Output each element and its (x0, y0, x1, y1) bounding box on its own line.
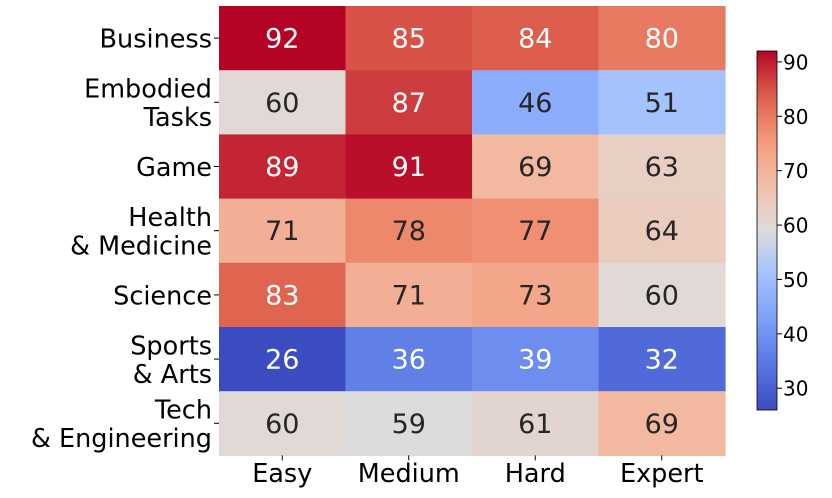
column-tick-labels: Easy Medium Hard Expert (252, 455, 704, 489)
column-tick-label: Easy (252, 459, 312, 489)
heatmap-cell (598, 327, 726, 392)
heatmap-cell (219, 391, 347, 456)
heatmap-cell (598, 70, 726, 135)
colorbar-tick-label: 40 (783, 322, 808, 346)
heatmap-value-label: 84 (518, 24, 552, 55)
column-tick-label: Expert (620, 459, 704, 489)
heatmap-cell (345, 327, 473, 392)
heatmap-value-label: 60 (265, 409, 299, 440)
heatmap-cell (472, 70, 600, 135)
heatmap-value-label: 64 (645, 216, 679, 247)
heatmap-value-label: 71 (265, 216, 299, 247)
heatmap-cell (472, 6, 600, 71)
column-tick-label: Medium (358, 459, 460, 489)
colorbar: 30 40 50 60 70 80 90 (756, 50, 808, 411)
heatmap-cell (598, 262, 726, 328)
row-tick-label: Tasks (143, 103, 212, 133)
heatmap-value-label: 83 (265, 280, 299, 311)
heatmap-cell (472, 198, 600, 264)
heatmap-cell (472, 391, 600, 456)
heatmap-cell (472, 262, 600, 328)
heatmap-cell (345, 134, 473, 200)
heatmap-value-label: 32 (645, 345, 679, 376)
heatmap-value-label: 91 (392, 152, 426, 183)
heatmap-value-label: 89 (265, 152, 299, 183)
heatmap-cell (219, 70, 347, 135)
heatmap-value-label: 51 (645, 88, 679, 119)
heatmap-value-label: 87 (392, 88, 426, 119)
heatmap-value-label: 59 (392, 409, 426, 440)
heatmap-cell (345, 6, 473, 71)
heatmap-value-label: 92 (265, 24, 299, 55)
heatmap-value-label: 69 (518, 152, 552, 183)
heatmap-value-label: 85 (392, 24, 426, 55)
heatmap-cell (219, 198, 347, 264)
heatmap-value-label: 69 (645, 409, 679, 440)
heatmap-value-label: 36 (392, 345, 426, 376)
heatmap-value-labels: 92 85 84 80 60 87 46 51 89 91 69 63 71 78 77 64 83 71 73 60… (265, 24, 679, 440)
colorbar-gradient (756, 50, 778, 411)
heatmap-cell (472, 327, 600, 392)
row-tick-label: & Engineering (31, 424, 212, 454)
heatmap-value-label: 60 (645, 280, 679, 311)
heatmap-cell (219, 262, 347, 328)
heatmap-value-label: 80 (645, 24, 679, 55)
heatmap-value-label: 63 (645, 152, 679, 183)
heatmap-value-label: 46 (518, 88, 552, 119)
row-tick-label: Sports (130, 331, 212, 361)
heatmap-value-label: 73 (518, 280, 552, 311)
row-tick-label: Science (113, 281, 212, 311)
heatmap-value-label: 60 (265, 88, 299, 119)
heatmap-cell (598, 6, 726, 71)
row-tick-label: Embodied (84, 75, 212, 105)
heatmap-cell (598, 134, 726, 200)
colorbar-tick-label: 70 (783, 159, 808, 183)
colorbar-tick-label: 90 (783, 50, 808, 74)
heatmap-cell (472, 134, 600, 200)
row-tick-label: Business (100, 25, 212, 55)
heatmap-cell (219, 6, 347, 71)
colorbar-tick-label: 60 (783, 214, 808, 238)
heatmap-cells (219, 6, 726, 456)
heatmap-cell (219, 134, 347, 200)
heatmap-value-label: 61 (518, 409, 552, 440)
colorbar-tick-label: 30 (783, 377, 808, 401)
heatmap-value-label: 77 (518, 216, 552, 247)
heatmap-cell (345, 391, 473, 456)
colorbar-tick-label: 80 (783, 105, 808, 129)
row-tick-label: Game (136, 153, 212, 183)
heatmap-cell (598, 198, 726, 264)
heatmap-value-label: 39 (518, 345, 552, 376)
heatmap-value-label: 78 (392, 216, 426, 247)
heatmap-cell (598, 391, 726, 456)
heatmap-cell (345, 198, 473, 264)
heatmap-cell (219, 327, 347, 392)
heatmap-value-label: 71 (392, 280, 426, 311)
row-tick-label: & Arts (133, 360, 212, 390)
heatmap-cell (345, 70, 473, 135)
row-tick-label: Health (128, 203, 212, 233)
heatmap-cell (345, 262, 473, 328)
row-tick-label: Tech (154, 396, 212, 426)
heatmap-value-label: 26 (265, 345, 299, 376)
row-tick-label: & Medicine (70, 231, 212, 261)
column-tick-label: Hard (505, 459, 566, 489)
colorbar-tick-label: 50 (783, 268, 808, 292)
